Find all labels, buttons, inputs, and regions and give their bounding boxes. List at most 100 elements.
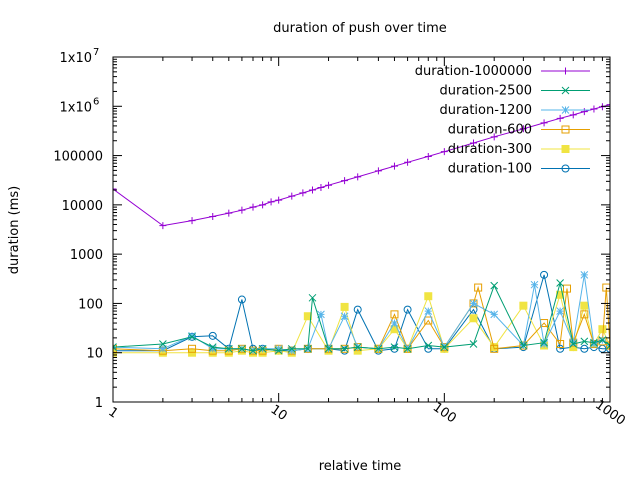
- data-point: [540, 119, 548, 127]
- data-point: [606, 341, 610, 350]
- data-point: [440, 148, 448, 156]
- data-point: [159, 340, 167, 348]
- legend-swatch-marker: [561, 106, 570, 114]
- data-point: [308, 186, 316, 194]
- data-point: [225, 209, 233, 217]
- data-point: [580, 301, 589, 310]
- data-point: [590, 338, 598, 347]
- data-point: [569, 340, 578, 348]
- data-point: [580, 108, 588, 116]
- data-point: [556, 279, 564, 287]
- series-line-duration-2500: [113, 282, 610, 352]
- data-point: [274, 344, 283, 353]
- data-point: [490, 281, 499, 290]
- data-point: [580, 310, 589, 319]
- data-point: [340, 302, 349, 311]
- data-point: [390, 319, 399, 327]
- legend-swatch-marker: [561, 164, 570, 173]
- data-point: [580, 337, 589, 346]
- data-point: [340, 344, 349, 353]
- data-point: [224, 344, 233, 353]
- data-point: [598, 336, 607, 344]
- series-duration-1000000: [113, 101, 610, 230]
- data-point: [188, 332, 196, 341]
- data-point: [354, 173, 362, 181]
- plot-frame: [112, 56, 611, 403]
- data-point: [258, 344, 267, 353]
- legend-entry: duration-2500: [440, 84, 590, 99]
- data-point: [159, 344, 167, 353]
- data-point: [424, 152, 432, 160]
- data-point: [113, 344, 117, 353]
- data-point: [562, 284, 571, 293]
- data-point: [490, 310, 499, 319]
- data-point: [590, 340, 598, 348]
- data-point: [238, 206, 246, 214]
- data-point: [353, 305, 362, 314]
- data-point: [288, 192, 296, 200]
- data-point: [569, 111, 577, 119]
- data-point: [249, 346, 257, 355]
- data-point: [424, 307, 433, 315]
- legend-swatch-marker: [561, 86, 570, 95]
- data-point: [287, 346, 296, 355]
- series-line-duration-1000000: [113, 104, 610, 227]
- data-point: [540, 340, 548, 348]
- data-point: [390, 343, 399, 351]
- y-tick-label: 100: [78, 297, 103, 312]
- data-point: [209, 213, 217, 221]
- legend-label: duration-1000000: [415, 64, 532, 79]
- data-point: [469, 299, 478, 308]
- data-point: [324, 344, 333, 353]
- legend-entry: duration-1000000: [415, 64, 590, 79]
- data-point: [390, 310, 399, 319]
- x-tick-label: 1: [105, 405, 120, 422]
- series-duration-1200: [113, 271, 610, 355]
- legend-label: duration-2500: [440, 84, 532, 99]
- data-point: [303, 344, 312, 353]
- data-point: [424, 341, 433, 350]
- data-point: [317, 184, 325, 191]
- data-point: [188, 217, 196, 225]
- data-point: [275, 196, 283, 204]
- data-point: [519, 341, 528, 350]
- legend-label: duration-600: [448, 123, 532, 138]
- y-tick-exponent: 6: [93, 96, 99, 107]
- data-point: [341, 177, 349, 185]
- data-point: [606, 101, 610, 109]
- legend: duration-1000000 duration-2500 duration-12…: [415, 64, 590, 177]
- data-point: [469, 314, 478, 323]
- y-tick-exponent: 7: [93, 47, 99, 58]
- data-point: [340, 312, 349, 321]
- data-point: [188, 331, 196, 340]
- data-point: [374, 167, 382, 175]
- data-point: [274, 346, 283, 355]
- y-tick-label: 10000: [62, 199, 103, 214]
- series-duration-2500: [113, 279, 610, 355]
- legend-label: duration-1200: [440, 103, 532, 118]
- data-point: [237, 295, 246, 304]
- x-axis-label: relative time: [319, 459, 402, 474]
- data-point: [188, 344, 197, 353]
- data-point: [249, 203, 257, 211]
- data-point: [469, 340, 478, 348]
- data-point: [287, 344, 296, 353]
- data-point: [540, 270, 549, 279]
- data-point: [259, 201, 267, 209]
- x-tick-label: 100: [430, 400, 459, 427]
- series-layer: [113, 101, 610, 357]
- data-point: [556, 114, 564, 122]
- chart-title: duration of push over time: [273, 21, 447, 36]
- y-axis-label: duration (ms): [7, 186, 22, 274]
- data-point: [403, 344, 412, 353]
- legend-entry: duration-100: [448, 162, 590, 177]
- series-duration-100: [113, 270, 610, 355]
- data-point: [490, 344, 499, 353]
- legend-label: duration-300: [448, 142, 532, 157]
- legend-entry: duration-300: [448, 142, 590, 157]
- data-point: [390, 344, 399, 353]
- data-point: [580, 271, 589, 279]
- data-point: [519, 125, 527, 133]
- y-tick-label: 10: [86, 347, 103, 362]
